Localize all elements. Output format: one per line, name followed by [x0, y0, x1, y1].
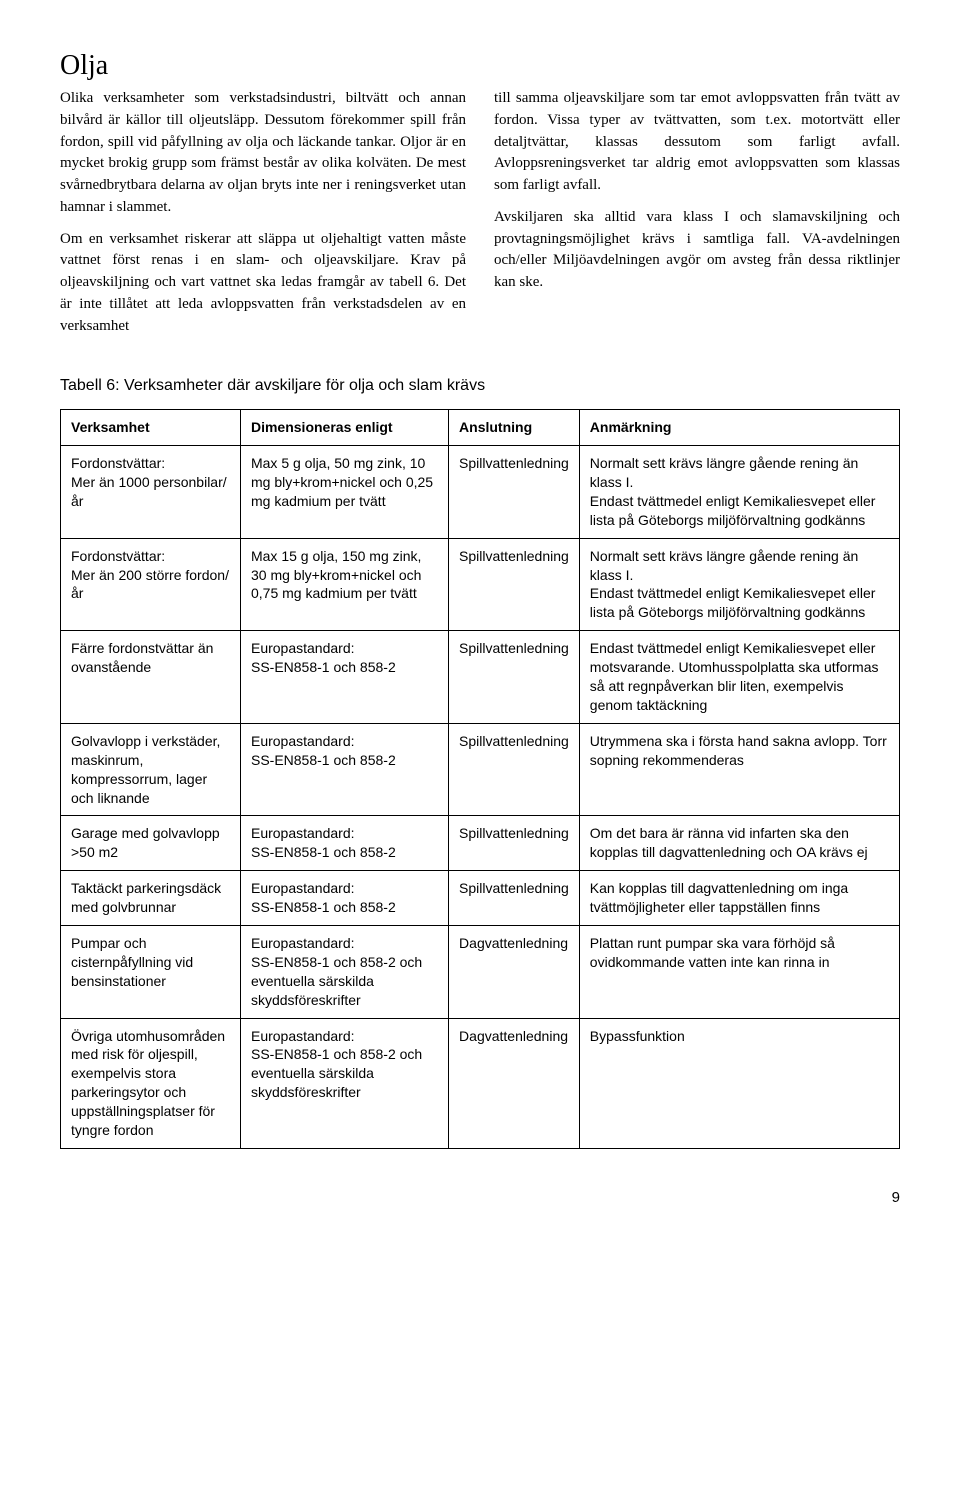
table-row: Taktäckt parkeringsdäck med golvbrunnarE…	[61, 871, 900, 926]
cell-verksamhet: Fordonstvättar:Mer än 1000 personbilar/å…	[61, 446, 241, 539]
cell-dim: Europastandard:SS-EN858-1 och 858-2 och …	[240, 1018, 448, 1148]
th-verksamhet: Verksamhet	[61, 410, 241, 446]
cell-dim: Europastandard:SS-EN858-1 och 858-2	[240, 723, 448, 816]
cell-dim: Max 15 g olja, 150 mg zink, 30 mg bly+kr…	[240, 538, 448, 631]
table-6: Verksamhet Dimensioneras enligt Anslutni…	[60, 409, 900, 1149]
table-row: Pumpar och cisternpåfyllning vid bensins…	[61, 925, 900, 1018]
cell-anslut: Spillvattenledning	[449, 816, 580, 871]
table-row: Garage med golvavlopp >50 m2Europastanda…	[61, 816, 900, 871]
table-body: Fordonstvättar:Mer än 1000 personbilar/å…	[61, 446, 900, 1149]
left-paragraph-2: Om en verksamhet riskerar att släppa ut …	[60, 229, 466, 338]
cell-anm: Normalt sett krävs längre gående rening …	[579, 446, 899, 539]
cell-anm: Bypassfunktion	[579, 1018, 899, 1148]
cell-verksamhet: Färre fordonstvättar än ovanstående	[61, 631, 241, 724]
cell-anm: Normalt sett krävs längre gående rening …	[579, 538, 899, 631]
left-paragraph-1: Olika verksamheter som verkstadsindustri…	[60, 88, 466, 219]
right-paragraph-2: Avskiljaren ska alltid vara klass I och …	[494, 207, 900, 294]
cell-dim: Europastandard:SS-EN858-1 och 858-2	[240, 816, 448, 871]
cell-verksamhet: Övriga utomhusområden med risk för oljes…	[61, 1018, 241, 1148]
cell-anslut: Spillvattenledning	[449, 871, 580, 926]
table-row: Golvavlopp i verkstäder, maskinrum, komp…	[61, 723, 900, 816]
table-row: Fordonstvättar:Mer än 200 större fordon/…	[61, 538, 900, 631]
cell-dim: Max 5 g olja, 50 mg zink, 10 mg bly+krom…	[240, 446, 448, 539]
right-column: till samma oljeavskiljare som tar emot a…	[494, 88, 900, 347]
cell-verksamhet: Taktäckt parkeringsdäck med golvbrunnar	[61, 871, 241, 926]
section-heading: Olja	[60, 50, 900, 82]
table-caption: Tabell 6: Verksamheter där avskiljare fö…	[60, 377, 900, 395]
cell-anslut: Dagvattenledning	[449, 925, 580, 1018]
left-column: Olika verksamheter som verkstadsindustri…	[60, 88, 466, 347]
cell-dim: Europastandard:SS-EN858-1 och 858-2	[240, 871, 448, 926]
right-paragraph-1: till samma oljeavskiljare som tar emot a…	[494, 88, 900, 197]
cell-anm: Utrymmena ska i första hand sakna avlopp…	[579, 723, 899, 816]
cell-verksamhet: Golvavlopp i verkstäder, maskinrum, komp…	[61, 723, 241, 816]
table-row: Fordonstvättar:Mer än 1000 personbilar/å…	[61, 446, 900, 539]
body-text-columns: Olika verksamheter som verkstadsindustri…	[60, 88, 900, 347]
table-header-row: Verksamhet Dimensioneras enligt Anslutni…	[61, 410, 900, 446]
cell-anslut: Spillvattenledning	[449, 723, 580, 816]
table-row: Övriga utomhusområden med risk för oljes…	[61, 1018, 900, 1148]
cell-anslut: Spillvattenledning	[449, 538, 580, 631]
cell-verksamhet: Garage med golvavlopp >50 m2	[61, 816, 241, 871]
th-anslutning: Anslutning	[449, 410, 580, 446]
cell-dim: Europastandard:SS-EN858-1 och 858-2 och …	[240, 925, 448, 1018]
cell-anslut: Spillvattenledning	[449, 446, 580, 539]
cell-anslut: Spillvattenledning	[449, 631, 580, 724]
cell-anm: Kan kopplas till dagvattenledning om ing…	[579, 871, 899, 926]
cell-anm: Endast tvättmedel enligt Kemikaliesvepet…	[579, 631, 899, 724]
th-dimensioneras: Dimensioneras enligt	[240, 410, 448, 446]
page-number: 9	[60, 1189, 900, 1206]
cell-verksamhet: Fordonstvättar:Mer än 200 större fordon/…	[61, 538, 241, 631]
table-row: Färre fordonstvättar än ovanståendeEurop…	[61, 631, 900, 724]
th-anmarkning: Anmärkning	[579, 410, 899, 446]
cell-anm: Om det bara är ränna vid infarten ska de…	[579, 816, 899, 871]
cell-anm: Plattan runt pumpar ska vara förhöjd så …	[579, 925, 899, 1018]
cell-anslut: Dagvattenledning	[449, 1018, 580, 1148]
cell-dim: Europastandard:SS-EN858-1 och 858-2	[240, 631, 448, 724]
cell-verksamhet: Pumpar och cisternpåfyllning vid bensins…	[61, 925, 241, 1018]
